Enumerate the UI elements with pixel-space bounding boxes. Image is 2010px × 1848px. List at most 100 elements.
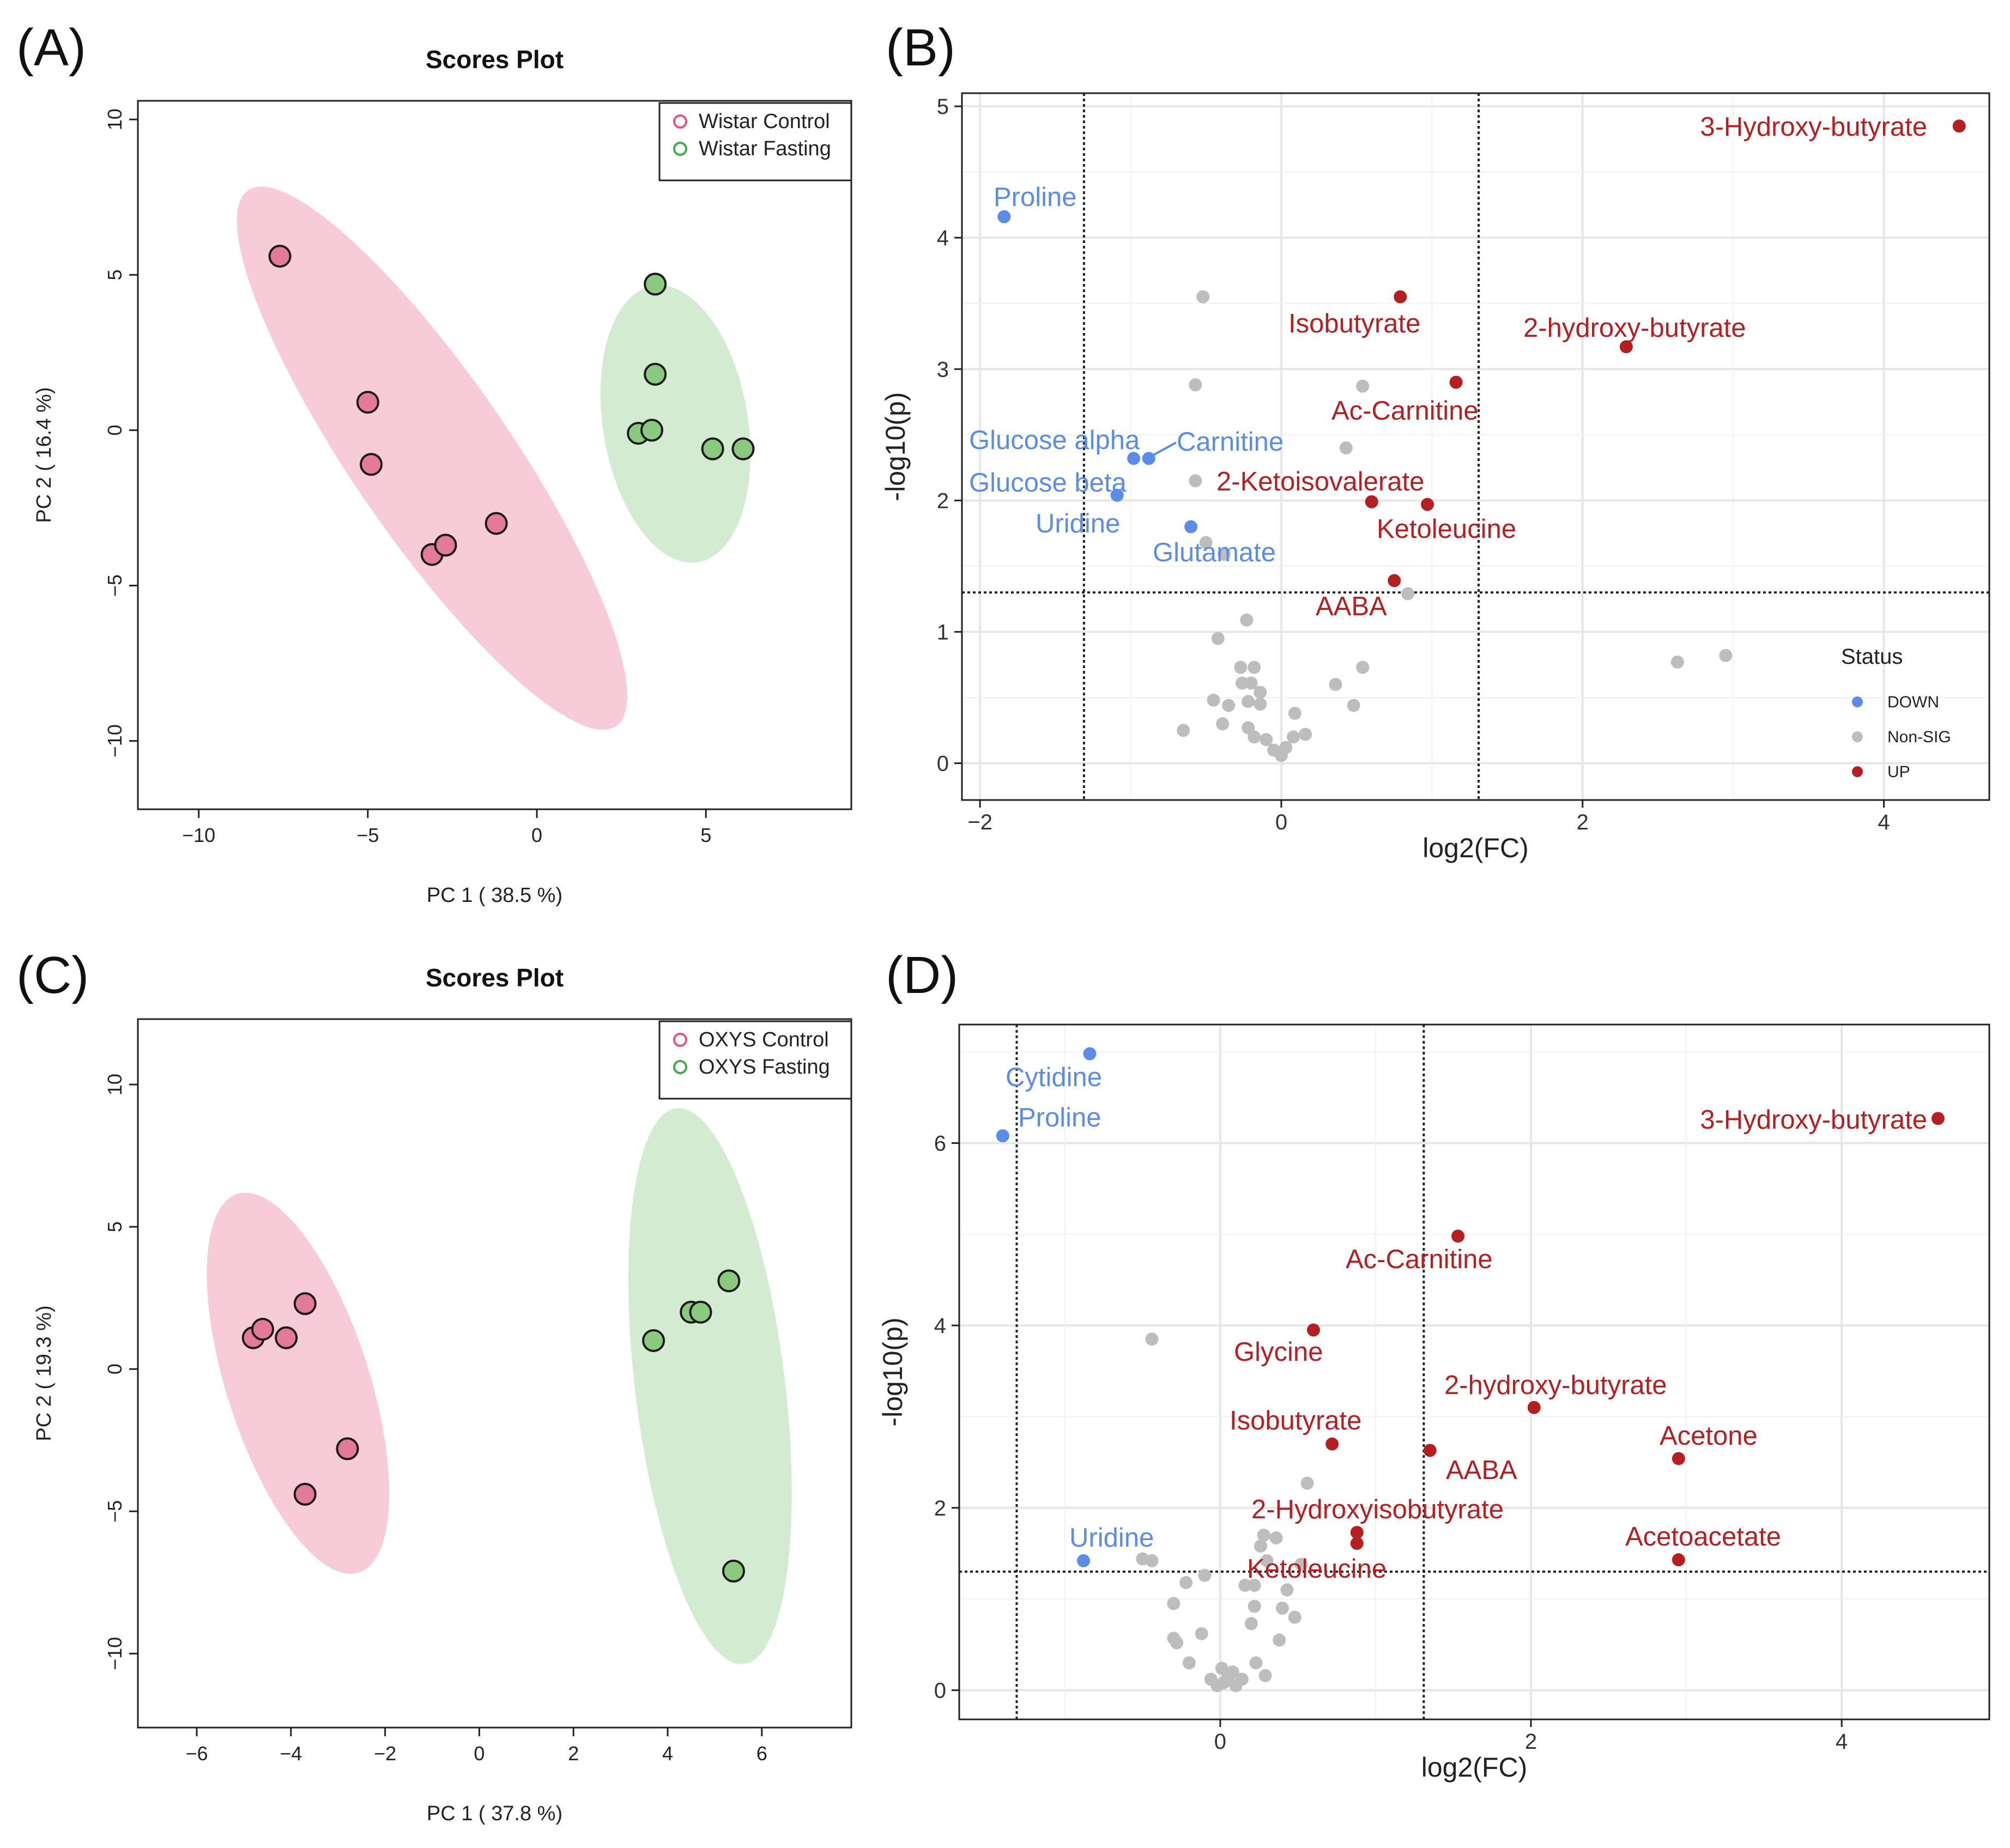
volcano-point-37 bbox=[1249, 1656, 1263, 1670]
panel-label-a: (A) bbox=[16, 19, 86, 77]
volcano-point-23 bbox=[1234, 661, 1248, 674]
volcano-point-19 bbox=[1145, 1554, 1159, 1567]
volcano-point-2 bbox=[1619, 340, 1633, 354]
point-label: AABA bbox=[1446, 1456, 1517, 1485]
label-connector bbox=[1143, 441, 1177, 462]
score-point-1-3 bbox=[717, 1269, 741, 1293]
volcano-point-1 bbox=[1451, 1229, 1465, 1243]
volcano-point-29 bbox=[1222, 699, 1236, 712]
volcano-point-0 bbox=[1931, 1112, 1945, 1125]
scores-plot-oxys: Scores Plot −6 −4 −2 0 2 4 6 10 5 0 −5 −10 PC 1 ( 37.… bbox=[33, 964, 852, 1825]
panel-label-d: (D) bbox=[886, 946, 958, 1004]
point-label: 2-Hydroxyisobutyrate bbox=[1251, 1495, 1504, 1524]
y-tick-label: 5 bbox=[104, 269, 126, 280]
score-point-1-0 bbox=[644, 272, 667, 296]
volcano-point-21 bbox=[1240, 613, 1254, 627]
volcano-point-27 bbox=[1167, 1597, 1180, 1610]
volcano-point-5 bbox=[1421, 498, 1434, 511]
volcano-point-30 bbox=[1244, 1617, 1258, 1631]
volcano-point-17 bbox=[1189, 474, 1202, 488]
x-tick-label: −5 bbox=[356, 824, 379, 846]
volcano-point-9 bbox=[1672, 1553, 1685, 1567]
volcano-point-24 bbox=[1238, 1579, 1252, 1592]
score-point-0-5 bbox=[293, 1482, 317, 1506]
point-label: Acetone bbox=[1660, 1421, 1758, 1451]
legend-box bbox=[658, 1020, 852, 1100]
legend-label: Wistar Fasting bbox=[699, 137, 831, 160]
score-point-0-2 bbox=[360, 453, 383, 476]
legend-label: Wistar Control bbox=[699, 110, 830, 133]
legend-box bbox=[658, 102, 852, 181]
y-tick-label: −5 bbox=[104, 574, 126, 597]
point-label: 3-Hydroxy-butyrate bbox=[1700, 112, 1927, 142]
point-label: Isobutyrate bbox=[1288, 309, 1420, 338]
y-tick-label: 6 bbox=[934, 1132, 946, 1156]
panel-label-b: (B) bbox=[886, 19, 955, 77]
score-point-0-1 bbox=[251, 1318, 274, 1341]
point-label: Uridine bbox=[1069, 1523, 1154, 1553]
legend-marker-0 bbox=[673, 1033, 687, 1047]
y-tick-label: −10 bbox=[104, 724, 126, 758]
point-label: 2-Ketoisovalerate bbox=[1216, 467, 1424, 496]
y-tick-label: 10 bbox=[104, 108, 126, 130]
point-label: Ac-Carnitine bbox=[1331, 396, 1479, 426]
volcano-point-22 bbox=[1198, 1568, 1212, 1582]
volcano-point-43 bbox=[1287, 730, 1300, 744]
legend-marker-1 bbox=[673, 1060, 687, 1074]
score-point-1-0 bbox=[642, 1329, 665, 1352]
x-axis-label: log2(FC) bbox=[1421, 1752, 1527, 1783]
volcano-point-39 bbox=[1260, 733, 1273, 747]
volcano-point-1 bbox=[1394, 290, 1407, 304]
volcano-point-7 bbox=[1350, 1525, 1364, 1539]
score-point-0-2 bbox=[275, 1326, 298, 1349]
volcano-point-28 bbox=[1248, 1599, 1261, 1613]
confidence-ellipse-0 bbox=[237, 186, 627, 730]
x-tick-label: 0 bbox=[1214, 1730, 1226, 1754]
volcano-point-12 bbox=[1184, 520, 1198, 534]
volcano-point-35 bbox=[1177, 724, 1190, 737]
panel-label-c: (C) bbox=[16, 946, 89, 1004]
plot-frame bbox=[961, 92, 1990, 801]
y-tick-label: 4 bbox=[934, 1314, 946, 1338]
volcano-point-33 bbox=[1170, 1636, 1184, 1650]
legend-title: Status bbox=[1841, 645, 1903, 669]
volcano-point-47 bbox=[1719, 649, 1733, 662]
x-tick-label: 0 bbox=[1275, 810, 1287, 834]
volcano-point-23 bbox=[1179, 1576, 1193, 1590]
score-point-0-3 bbox=[293, 1292, 317, 1316]
volcano-point-12 bbox=[1077, 1554, 1091, 1567]
score-point-1-2 bbox=[689, 1300, 712, 1324]
volcano-point-21 bbox=[1294, 1558, 1308, 1571]
volcano-point-15 bbox=[1356, 379, 1370, 393]
volcano-point-24 bbox=[1248, 661, 1261, 674]
plot-frame bbox=[137, 100, 852, 810]
point-label: Ketoleucine bbox=[1247, 1554, 1387, 1584]
plot-frame bbox=[958, 1023, 1990, 1720]
legend-label: DOWN bbox=[1887, 693, 1939, 711]
volcano-point-16 bbox=[1339, 441, 1353, 455]
point-label: 2-hydroxy-butyrate bbox=[1444, 1371, 1667, 1400]
point-label: Proline bbox=[994, 183, 1077, 212]
volcano-point-33 bbox=[1356, 661, 1370, 674]
confidence-ellipse-1 bbox=[628, 1108, 792, 1664]
point-label: Uridine bbox=[1036, 509, 1120, 538]
volcano-point-10 bbox=[1083, 1047, 1097, 1061]
volcano-point-4 bbox=[1365, 495, 1378, 508]
volcano-point-11 bbox=[1110, 488, 1124, 502]
volcano-point-16 bbox=[1269, 1531, 1283, 1545]
y-tick-label: 5 bbox=[104, 1221, 126, 1232]
volcano-point-25 bbox=[1236, 676, 1249, 690]
volcano-point-2 bbox=[1306, 1323, 1320, 1337]
score-point-0-0 bbox=[268, 245, 292, 268]
y-tick-label: −5 bbox=[104, 1500, 126, 1523]
y-tick-label: 10 bbox=[104, 1074, 126, 1095]
x-tick-label: 0 bbox=[531, 824, 542, 846]
volcano-plot-wistar: 3-Hydroxy-butyrate Isobutyrate 2-hydroxy-b… bbox=[880, 92, 1990, 863]
volcano-point-11 bbox=[996, 1129, 1009, 1143]
volcano-point-36 bbox=[1216, 717, 1230, 731]
volcano-point-4 bbox=[1325, 1437, 1339, 1451]
volcano-point-5 bbox=[1423, 1444, 1437, 1457]
y-axis-label: PC 2 ( 19.3 %) bbox=[33, 1305, 56, 1441]
volcano-point-38 bbox=[1258, 1669, 1272, 1682]
y-tick-label: 2 bbox=[934, 1496, 946, 1520]
